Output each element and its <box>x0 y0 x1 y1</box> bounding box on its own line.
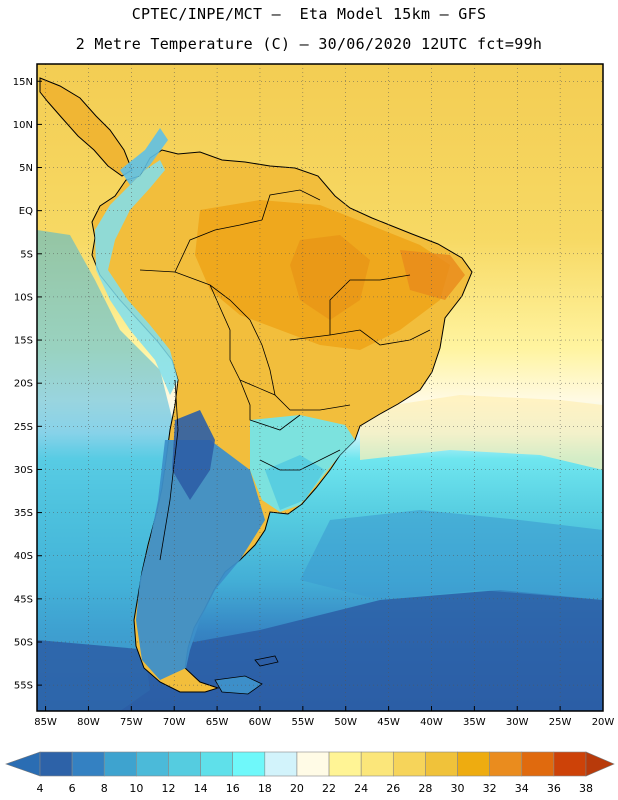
colorbar-segment <box>328 751 362 777</box>
colorbar-label: 24 <box>354 782 368 795</box>
lat-tick-label: 10S <box>14 292 33 303</box>
hottest-interior-zone <box>290 235 370 320</box>
atlantic-warm-band <box>360 395 603 470</box>
lat-tick-label: 45S <box>14 594 33 605</box>
colorbar-segment <box>425 751 458 777</box>
lat-tick-label: 10N <box>13 120 33 131</box>
falkland-islands <box>254 655 279 667</box>
lat-tick-label: 55S <box>14 681 33 692</box>
colorbar-segment <box>296 751 330 777</box>
lat-tick-label: 30S <box>14 465 33 476</box>
lon-tick-label: 70W <box>163 717 186 728</box>
colorbar-label: 34 <box>515 782 529 795</box>
colorbar-segment <box>521 751 555 777</box>
colorbar-segment <box>264 751 298 777</box>
colorbar-label: 30 <box>451 782 465 795</box>
lon-tick-label: 75W <box>120 717 143 728</box>
colorbar-segment <box>489 751 523 777</box>
colorbar-high-arrow <box>585 751 615 777</box>
colorbar-segment <box>168 751 201 777</box>
map-frame <box>36 63 604 712</box>
tierra-del-fuego <box>214 675 263 695</box>
colorbar-segment <box>392 751 426 777</box>
lon-tick-label: 25W <box>549 717 572 728</box>
lat-tick-label: 50S <box>14 637 33 648</box>
lat-tick-label: 15S <box>14 336 33 347</box>
lat-tick-label: EQ <box>19 206 33 217</box>
lon-tick-label: 45W <box>377 717 400 728</box>
lon-tick-label: 55W <box>292 717 315 728</box>
colorbar-segment <box>457 751 490 777</box>
colorbar-label: 6 <box>69 782 76 795</box>
colorbar-label: 16 <box>226 782 240 795</box>
patagonia-cold-zone <box>136 440 265 680</box>
colorbar-label: 38 <box>579 782 593 795</box>
colorbar-segment <box>553 751 587 777</box>
colorbar-label: 12 <box>161 782 175 795</box>
lon-tick-label: 35W <box>463 717 486 728</box>
map-title-line-1: CPTEC/INPE/MCT – Eta Model 15km – GFS <box>131 5 487 23</box>
lat-tick-label: 15N <box>13 77 33 88</box>
lon-tick-label: 85W <box>34 717 57 728</box>
colorbar-segment <box>360 751 394 777</box>
central-america-land <box>39 77 133 177</box>
andes-cool-strip <box>95 160 178 395</box>
colorbar-label: 28 <box>418 782 432 795</box>
lon-tick-label: 50W <box>334 717 357 728</box>
colorbar-low-arrow <box>5 751 41 777</box>
colorbar-segment <box>103 751 137 777</box>
colorbar-segment <box>39 751 73 777</box>
lat-tick-label: 25S <box>14 422 33 433</box>
latitude-axis: 15N 10N 5N EQ 5S 10S 15S 20S 25S 30S 35S 40S 45S 50S 5… <box>13 77 42 692</box>
colorbar-label: 32 <box>483 782 497 795</box>
longitude-axis: 85W 80W 75W 70W 65W 60W 55W 50W 45W 40W 35W 30W 25W 2… <box>34 706 614 728</box>
colorbar-label: 10 <box>129 782 143 795</box>
colorbar-label: 14 <box>194 782 208 795</box>
colorbar-label: 4 <box>37 782 44 795</box>
lon-tick-label: 80W <box>77 717 100 728</box>
colorbar-label: 36 <box>547 782 561 795</box>
colorbar-label: 20 <box>290 782 304 795</box>
lon-tick-label: 20W <box>592 717 615 728</box>
lon-tick-label: 60W <box>249 717 272 728</box>
lat-tick-label: 40S <box>14 551 33 562</box>
colorbar-segment <box>136 751 169 777</box>
plot-area <box>37 64 603 711</box>
colorbar-label: 26 <box>386 782 400 795</box>
colorbar-label: 8 <box>101 782 108 795</box>
colorbar-label: 18 <box>258 782 272 795</box>
lat-tick-label: 20S <box>14 379 33 390</box>
andes-cold-zone <box>172 410 215 500</box>
lat-tick-label: 5S <box>20 249 33 260</box>
colorbar-segment <box>232 751 266 777</box>
colorbar-label: 22 <box>322 782 336 795</box>
temperature-colorbar: 4 6 8 10 12 14 16 18 20 22 24 26 28 30 32 34 36 38 <box>5 751 615 795</box>
lon-tick-label: 30W <box>506 717 529 728</box>
colorbar-segment <box>200 751 234 777</box>
atlantic-mid-band <box>300 510 603 600</box>
northeast-hot-zone <box>400 250 465 300</box>
lon-tick-label: 65W <box>206 717 229 728</box>
colombian-andes-cool <box>120 128 168 185</box>
colorbar-segment <box>71 751 105 777</box>
country-borders <box>139 189 431 561</box>
lat-tick-label: 5N <box>19 163 33 174</box>
pampas-cool-zone <box>265 455 325 510</box>
lon-tick-label: 40W <box>420 717 443 728</box>
map-title-line-2: 2 Metre Temperature (C) – 30/06/2020 12U… <box>75 35 543 53</box>
lat-tick-label: 35S <box>14 508 33 519</box>
